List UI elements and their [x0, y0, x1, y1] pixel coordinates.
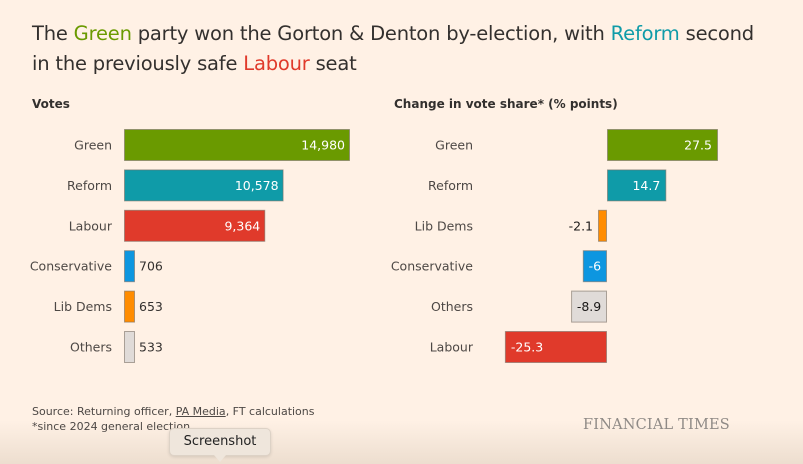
value-label-lib-dems: -2.1	[569, 218, 593, 233]
bar-labour	[504, 331, 608, 363]
headline-party-labour: Labour	[243, 52, 310, 76]
bar-green	[124, 129, 350, 161]
headline-text: second in the previously safe	[32, 22, 754, 76]
source-suffix: , FT calculations	[225, 405, 315, 418]
category-label-lib-dems: Lib Dems	[54, 299, 112, 314]
category-label-conservative: Conservative	[391, 259, 473, 274]
bar-lib-dems	[124, 290, 135, 323]
category-label-conservative: Conservative	[30, 259, 112, 274]
value-label-labour: -25.3	[511, 340, 543, 355]
source-link-pa-media[interactable]: PA Media	[175, 405, 226, 418]
category-label-lib-dems: Lib Dems	[415, 218, 473, 233]
value-label-others: -8.9	[577, 299, 601, 314]
bar-others	[571, 290, 607, 323]
value-label-reform: 14.7	[632, 178, 660, 193]
category-label-green: Green	[74, 138, 112, 153]
category-label-labour: Labour	[430, 340, 474, 355]
value-label-others: 533	[139, 340, 163, 355]
footnote: *since 2024 general election	[32, 420, 191, 433]
bar-green	[607, 129, 718, 161]
category-label-reform: Reform	[67, 178, 112, 193]
value-label-labour: 9,364	[224, 218, 260, 233]
bar-conservative	[124, 250, 135, 283]
screenshot-tooltip: Screenshot	[169, 428, 271, 462]
value-label-conservative: -6	[589, 259, 602, 274]
value-label-conservative: 706	[139, 259, 163, 274]
value-label-green: 27.5	[684, 138, 712, 153]
bar-conservative	[582, 250, 607, 283]
chart-footer: Source: Returning officer, PA Media, FT …	[32, 404, 315, 434]
bar-labour	[124, 209, 266, 242]
chart-headline: The Green party won the Gorton & Denton …	[32, 19, 772, 79]
bar-others	[124, 331, 135, 363]
category-label-others: Others	[70, 340, 112, 355]
bar-reform	[124, 169, 284, 202]
category-label-reform: Reform	[428, 178, 473, 193]
votes-chart-title: Votes	[32, 97, 70, 111]
value-label-lib-dems: 653	[139, 299, 163, 314]
source-prefix: Source: Returning officer,	[32, 405, 176, 418]
bar-reform	[607, 169, 667, 202]
headline-text: seat	[309, 52, 357, 76]
change-chart-title: Change in vote share* (% points)	[394, 97, 618, 111]
headline-party-green: Green	[73, 22, 132, 46]
category-label-others: Others	[431, 299, 473, 314]
headline-party-reform: Reform	[610, 22, 680, 46]
source-line: Source: Returning officer, PA Media, FT …	[32, 404, 315, 419]
category-label-labour: Labour	[69, 218, 113, 233]
bar-lib-dems	[598, 209, 607, 242]
ft-logo: FINANCIAL TIMES	[583, 417, 730, 433]
headline-text: The	[32, 22, 74, 46]
headline-text: party won the Gorton & Denton by-electio…	[131, 22, 611, 46]
value-label-reform: 10,578	[235, 178, 279, 193]
value-label-green: 14,980	[301, 138, 345, 153]
category-label-green: Green	[435, 138, 473, 153]
